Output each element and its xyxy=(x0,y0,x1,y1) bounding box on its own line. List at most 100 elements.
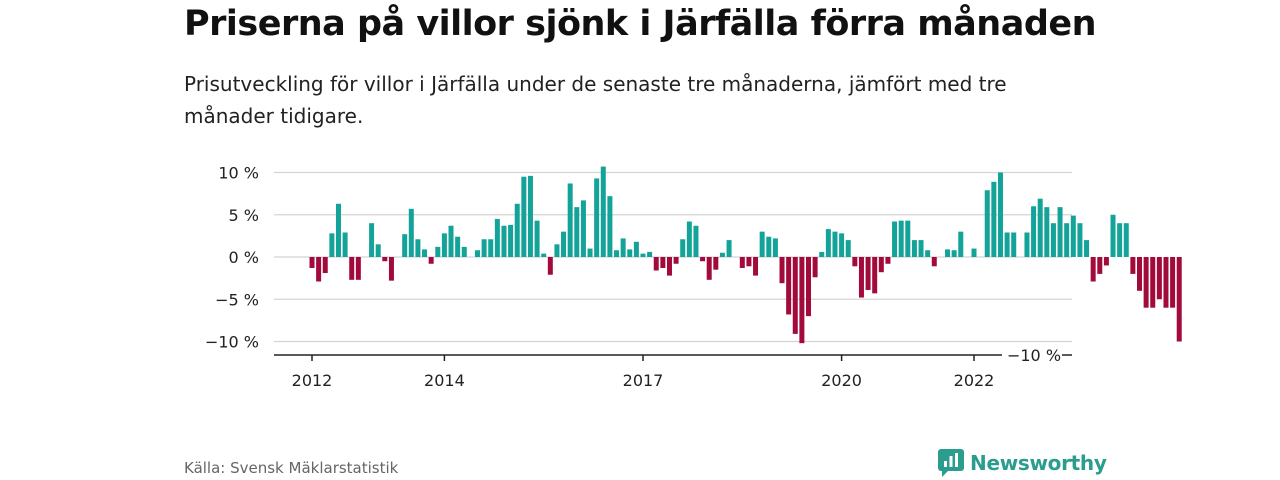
bar xyxy=(1044,207,1050,257)
bar xyxy=(1103,257,1109,266)
bar xyxy=(448,225,454,257)
bar xyxy=(1097,257,1103,274)
bar-chart: 10 % 5 % 0 % −5 % −10 % 2012 2014 2017 2020 2022… xyxy=(205,164,1182,390)
bar xyxy=(852,257,858,267)
bar xyxy=(508,224,514,257)
bar xyxy=(375,244,381,257)
bar xyxy=(402,234,408,257)
bar xyxy=(1084,240,1090,257)
last-value-label: −10 % xyxy=(1007,346,1061,365)
bar xyxy=(918,240,924,257)
bar xyxy=(911,240,917,257)
y-tick-label: 10 % xyxy=(218,164,259,183)
bar xyxy=(832,231,838,257)
bar xyxy=(349,257,355,280)
bar xyxy=(527,175,533,257)
x-tick-label: 2014 xyxy=(424,371,465,390)
bar xyxy=(753,257,759,276)
y-tick-label: −10 % xyxy=(205,333,259,352)
bar xyxy=(739,257,745,268)
bar xyxy=(1143,257,1149,308)
bar xyxy=(719,252,725,257)
chart-subtitle: Prisutveckling för villor i Järfälla und… xyxy=(184,72,1007,128)
bar xyxy=(554,244,560,257)
bar xyxy=(951,250,957,257)
bar xyxy=(600,166,606,257)
bar xyxy=(620,238,626,257)
bar xyxy=(872,257,878,294)
bar xyxy=(355,257,361,280)
bar xyxy=(514,203,520,257)
newsworthy-logo: Newsworthy xyxy=(938,449,1107,477)
bar xyxy=(342,232,348,257)
bar xyxy=(1004,232,1010,257)
bar xyxy=(1137,257,1142,291)
bar xyxy=(1150,257,1156,308)
bar xyxy=(441,233,447,257)
bar xyxy=(1070,215,1076,257)
bar xyxy=(1077,223,1083,257)
bar xyxy=(647,251,653,257)
bar xyxy=(521,176,527,257)
bar xyxy=(455,236,461,257)
bar xyxy=(541,253,547,257)
newsworthy-logo-icon xyxy=(938,449,964,477)
bar xyxy=(1170,257,1176,308)
bar xyxy=(925,250,931,257)
bar xyxy=(825,229,831,257)
bar xyxy=(309,257,315,268)
bar xyxy=(726,240,732,257)
bar xyxy=(1057,207,1063,257)
bar xyxy=(898,220,904,257)
bar xyxy=(812,257,818,278)
bar xyxy=(997,172,1003,257)
bar xyxy=(766,236,772,257)
bar xyxy=(335,203,341,257)
source-note: Källa: Svensk Mäklarstatistik xyxy=(184,459,399,477)
bar xyxy=(594,178,600,257)
bar xyxy=(481,239,487,257)
bar xyxy=(806,257,811,317)
bar xyxy=(1176,257,1182,342)
bar xyxy=(1123,223,1129,257)
bar xyxy=(408,208,414,257)
bar xyxy=(428,257,434,264)
bar xyxy=(746,257,752,267)
bar xyxy=(488,239,494,257)
bar xyxy=(1090,257,1096,282)
bar xyxy=(706,257,712,280)
bar xyxy=(422,249,428,257)
bar xyxy=(534,220,540,257)
bar xyxy=(799,257,805,344)
bar xyxy=(1031,206,1037,257)
bar xyxy=(633,241,639,257)
bar xyxy=(759,231,765,257)
bar xyxy=(1037,198,1043,257)
bar xyxy=(971,248,977,257)
bars xyxy=(309,166,1182,344)
bar xyxy=(640,253,646,257)
bar xyxy=(322,257,328,274)
bar xyxy=(574,207,580,257)
y-tick-label: 5 % xyxy=(229,206,259,225)
bar xyxy=(958,231,964,257)
y-tick-label: −5 % xyxy=(215,290,259,309)
bar xyxy=(388,257,394,281)
bar xyxy=(991,181,997,257)
bar xyxy=(607,196,613,257)
bar xyxy=(660,257,666,268)
bar xyxy=(839,233,845,257)
bar xyxy=(435,246,441,257)
bar xyxy=(653,257,659,271)
bar xyxy=(494,218,500,257)
bar xyxy=(772,238,778,257)
bar xyxy=(382,257,388,262)
brand-name: Newsworthy xyxy=(970,451,1107,475)
bar xyxy=(792,257,798,334)
bar xyxy=(475,250,480,257)
bar xyxy=(1024,232,1030,257)
bar xyxy=(461,246,467,257)
bar xyxy=(316,257,322,282)
bar xyxy=(567,183,573,257)
bar xyxy=(666,257,672,276)
